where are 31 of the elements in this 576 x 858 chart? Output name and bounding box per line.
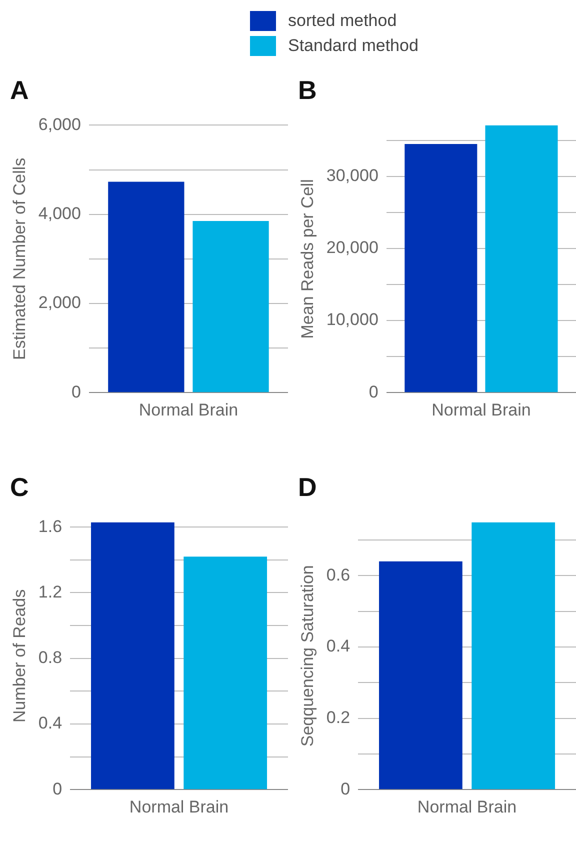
y-tick-label: 0: [71, 382, 81, 402]
legend-label: Standard method: [288, 36, 418, 56]
y-tick-label: 0.4: [326, 636, 350, 656]
y-axis-title: Number of Reads: [10, 589, 29, 723]
y-tick-label: 0.4: [38, 714, 62, 733]
y-tick-label: 0.6: [326, 565, 350, 584]
y-tick-label: 2,000: [38, 293, 81, 312]
y-tick-label: 6,000: [38, 114, 81, 134]
y-tick-label: 1.2: [38, 582, 62, 602]
y-tick-label: 10,000: [326, 310, 378, 330]
y-tick-label: 4,000: [38, 204, 81, 224]
y-axis-title: Seqquencing Saturation: [298, 565, 317, 747]
y-tick-label: 0: [340, 779, 350, 798]
y-tick-label: 0: [52, 779, 62, 798]
x-tick-label: Normal Brain: [432, 400, 531, 420]
y-tick-label: 20,000: [326, 238, 378, 258]
y-tick-label: 0.8: [38, 648, 62, 668]
y-tick-label: 30,000: [326, 166, 378, 186]
x-tick-label: Normal Brain: [129, 797, 229, 816]
y-tick-label: 1.6: [38, 516, 62, 536]
x-tick-label: Normal Brain: [417, 797, 517, 816]
legend-label: sorted method: [288, 10, 397, 30]
y-tick-label: 0.2: [326, 708, 350, 727]
y-axis-title: Estimated Number of Cells: [10, 158, 29, 360]
y-axis-title: Mean Reads per Cell: [298, 179, 317, 339]
chart-title: A: [10, 74, 29, 105]
chart-title: C: [10, 472, 29, 502]
y-tick-label: 0: [368, 382, 378, 402]
x-tick-label: Normal Brain: [138, 400, 238, 420]
chart-title: D: [298, 472, 317, 502]
chart-title: B: [298, 74, 317, 105]
